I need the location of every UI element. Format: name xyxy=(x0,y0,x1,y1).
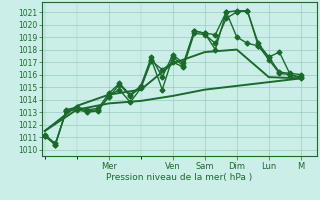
X-axis label: Pression niveau de la mer( hPa ): Pression niveau de la mer( hPa ) xyxy=(106,173,252,182)
